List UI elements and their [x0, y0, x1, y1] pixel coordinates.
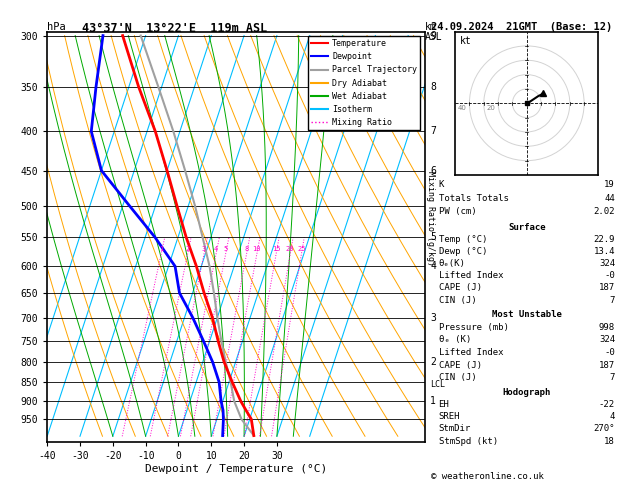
- Text: Hodograph: Hodograph: [503, 388, 551, 397]
- Text: 8: 8: [244, 246, 248, 252]
- Text: 2: 2: [430, 357, 436, 367]
- Text: 9: 9: [430, 31, 436, 41]
- Text: 10: 10: [252, 246, 261, 252]
- Text: km: km: [425, 22, 437, 32]
- Text: 22.9: 22.9: [594, 235, 615, 244]
- Text: 8: 8: [430, 82, 436, 92]
- Text: 5: 5: [223, 246, 228, 252]
- Text: CIN (J): CIN (J): [438, 373, 476, 382]
- Text: 13.4: 13.4: [594, 247, 615, 256]
- Text: © weatheronline.co.uk: © weatheronline.co.uk: [431, 472, 543, 481]
- Text: -0: -0: [604, 348, 615, 357]
- Text: 24.09.2024  21GMT  (Base: 12): 24.09.2024 21GMT (Base: 12): [431, 22, 612, 32]
- Text: 20: 20: [286, 246, 294, 252]
- Text: Most Unstable: Most Unstable: [492, 311, 562, 319]
- Text: θₑ(K): θₑ(K): [438, 259, 465, 268]
- Text: Dewp (°C): Dewp (°C): [438, 247, 487, 256]
- Text: ASL: ASL: [425, 32, 442, 42]
- Text: CAPE (J): CAPE (J): [438, 361, 482, 370]
- Text: 998: 998: [599, 323, 615, 332]
- Text: 7: 7: [430, 126, 436, 137]
- Text: 20: 20: [487, 104, 496, 111]
- Text: StmDir: StmDir: [438, 424, 470, 434]
- Text: 187: 187: [599, 283, 615, 293]
- Text: PW (cm): PW (cm): [438, 208, 476, 216]
- Text: -0: -0: [604, 271, 615, 280]
- Legend: Temperature, Dewpoint, Parcel Trajectory, Dry Adiabat, Wet Adiabat, Isotherm, Mi: Temperature, Dewpoint, Parcel Trajectory…: [308, 36, 420, 130]
- Text: Mixing Ratio (g/kg): Mixing Ratio (g/kg): [426, 171, 435, 266]
- Text: 18: 18: [604, 436, 615, 446]
- Text: 324: 324: [599, 259, 615, 268]
- Text: Totals Totals: Totals Totals: [438, 193, 508, 203]
- Text: SREH: SREH: [438, 412, 460, 421]
- Text: 324: 324: [599, 335, 615, 345]
- Text: LCL: LCL: [430, 380, 445, 389]
- Text: 270°: 270°: [594, 424, 615, 434]
- Text: 4: 4: [610, 412, 615, 421]
- Text: Lifted Index: Lifted Index: [438, 271, 503, 280]
- Text: 43°37'N  13°22'E  119m ASL: 43°37'N 13°22'E 119m ASL: [82, 22, 267, 35]
- Text: kt: kt: [459, 36, 471, 46]
- Text: Surface: Surface: [508, 223, 545, 232]
- Text: 5: 5: [430, 232, 436, 243]
- Text: 2: 2: [186, 246, 189, 252]
- Text: 7: 7: [610, 373, 615, 382]
- Text: -22: -22: [599, 400, 615, 409]
- Text: 44: 44: [604, 193, 615, 203]
- Text: 3: 3: [430, 312, 436, 323]
- Text: K: K: [438, 180, 444, 189]
- Text: hPa: hPa: [47, 22, 66, 32]
- Text: EH: EH: [438, 400, 449, 409]
- Text: θₑ (K): θₑ (K): [438, 335, 470, 345]
- X-axis label: Dewpoint / Temperature (°C): Dewpoint / Temperature (°C): [145, 464, 327, 474]
- Text: CAPE (J): CAPE (J): [438, 283, 482, 293]
- Text: 7: 7: [610, 295, 615, 305]
- Text: CIN (J): CIN (J): [438, 295, 476, 305]
- Text: 25: 25: [297, 246, 306, 252]
- Text: Pressure (mb): Pressure (mb): [438, 323, 508, 332]
- Text: 6: 6: [430, 166, 436, 175]
- Text: 4: 4: [214, 246, 218, 252]
- Text: 4: 4: [430, 261, 436, 271]
- Text: Lifted Index: Lifted Index: [438, 348, 503, 357]
- Text: 19: 19: [604, 180, 615, 189]
- Text: 1: 1: [430, 396, 436, 406]
- Text: 2.02: 2.02: [594, 208, 615, 216]
- Text: 3: 3: [202, 246, 206, 252]
- Text: Temp (°C): Temp (°C): [438, 235, 487, 244]
- Text: 15: 15: [272, 246, 280, 252]
- Text: 1: 1: [159, 246, 163, 252]
- Text: 187: 187: [599, 361, 615, 370]
- Text: StmSpd (kt): StmSpd (kt): [438, 436, 498, 446]
- Text: 40: 40: [458, 104, 467, 111]
